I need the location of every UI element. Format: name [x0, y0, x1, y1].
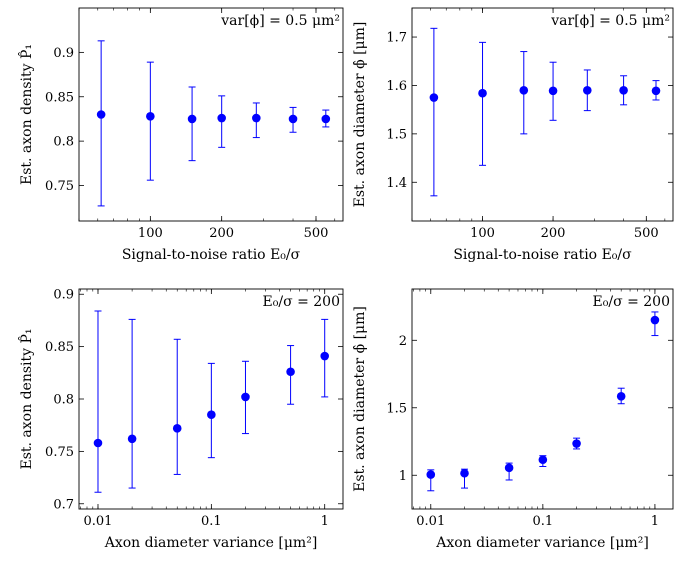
data-point-5	[252, 113, 261, 123]
data-point-2	[146, 111, 155, 121]
panel-annotation: var[ϕ] = 0.5 μm²	[220, 13, 340, 29]
data-point-7	[320, 351, 330, 361]
y-axis-label: Est. axon diameter ϕ̂ [μm]	[352, 306, 368, 492]
data-point-4	[207, 410, 216, 420]
error-bar-3	[188, 86, 196, 162]
error-bar-1	[94, 310, 102, 493]
y-tick-label: 0.7	[53, 497, 74, 512]
data-point-3	[172, 424, 182, 433]
plot-frame	[411, 7, 674, 222]
data-point-1	[429, 93, 439, 102]
x-tick-label: 200	[541, 226, 566, 241]
data-point-6	[286, 367, 295, 377]
x-tick-label: 500	[634, 226, 659, 241]
data-point-7	[651, 86, 661, 96]
data-point-3	[187, 114, 197, 124]
x-axis-label: Signal-to-noise ratio E₀/σ	[453, 247, 632, 263]
plot-frame	[78, 288, 344, 510]
y-axis-label: Est. axon density P̂₁	[17, 328, 35, 469]
plot-frame	[411, 288, 674, 510]
error-bar-2	[128, 318, 136, 489]
y-tick-label: 1.4	[386, 176, 407, 191]
x-tick-label: 0.1	[201, 514, 222, 529]
data-point-4	[538, 455, 548, 465]
x-tick-label: 1	[321, 514, 329, 529]
x-tick-label: 100	[138, 226, 163, 241]
x-tick-label: 200	[209, 226, 234, 241]
data-point-7	[321, 114, 331, 124]
y-tick-label: 1	[399, 469, 407, 484]
y-tick-label: 0.75	[45, 445, 74, 460]
x-tick-label: 500	[304, 226, 329, 241]
error-bar-1	[430, 27, 438, 197]
x-axis-label: Axon diameter variance [μm²]	[104, 535, 318, 551]
chart-panel-1: 100 200 500 0.75 0.8 0.85 0.9 var[ϕ] = 0.5 μm² S…	[17, 7, 344, 263]
data-point-2	[478, 88, 487, 98]
data-point-3	[519, 85, 529, 95]
plot-frame	[78, 7, 344, 222]
y-tick-label: 2	[399, 334, 407, 349]
y-tick-label: 0.8	[53, 135, 74, 150]
data-point-6	[288, 114, 298, 124]
y-axis-label: Est. axon density P̂₁	[17, 44, 35, 185]
x-tick-label: 0.01	[416, 514, 445, 529]
data-point-5	[572, 439, 581, 448]
x-axis-label: Signal-to-noise ratio E₀/σ	[122, 247, 301, 263]
y-axis-label: Est. axon diameter ϕ̂ [μm]	[352, 22, 368, 208]
data-point-4	[548, 86, 558, 96]
y-tick-label: 0.85	[45, 340, 74, 355]
data-point-1	[426, 470, 436, 479]
y-tick-label: 1.6	[386, 79, 407, 94]
x-tick-label: 100	[470, 226, 495, 241]
y-tick-label: 0.85	[45, 90, 74, 105]
x-tick-label: 1	[651, 514, 659, 529]
error-bar-1	[97, 40, 105, 207]
y-tick-label: 0.9	[53, 46, 74, 61]
data-point-5	[583, 85, 592, 95]
x-tick-label: 0.01	[84, 514, 113, 529]
y-tick-label: 1.5	[386, 127, 407, 142]
data-point-2	[460, 468, 469, 478]
y-tick-label: 0.8	[53, 393, 74, 408]
y-tick-label: 1.7	[386, 31, 407, 46]
data-point-3	[504, 463, 514, 473]
data-point-1	[96, 110, 106, 119]
chart-panel-4: 0.01 0.1 1 1 1.5 2 E₀/σ = 200 Axon diameter var…	[352, 288, 674, 551]
chart-panel-3: 0.01 0.1 1 0.7 0.75 0.8 0.85 0.9 E₀/σ = 200 Axon …	[17, 288, 344, 551]
panel-annotation: E₀/σ = 200	[593, 294, 670, 310]
data-point-7	[650, 315, 660, 325]
data-point-5	[241, 392, 250, 402]
data-point-4	[217, 113, 226, 123]
y-tick-label: 0.9	[53, 288, 74, 303]
error-bar-3	[173, 338, 181, 475]
x-axis-label: Axon diameter variance [μm²]	[435, 535, 649, 551]
data-point-6	[616, 392, 626, 401]
panel-annotation: E₀/σ = 200	[263, 294, 340, 310]
data-point-2	[127, 434, 137, 444]
panel-annotation: var[ϕ] = 0.5 μm²	[550, 13, 670, 29]
chart-panel-2: 100 200 500 1.4 1.5 1.6 1.7 var[ϕ] = 0.5 μm² Sig…	[352, 7, 674, 263]
error-bar-2	[146, 61, 154, 181]
x-tick-label: 0.1	[532, 514, 553, 529]
y-tick-label: 0.75	[45, 179, 74, 194]
data-point-6	[619, 85, 628, 95]
error-bar-2	[479, 41, 487, 166]
data-point-1	[93, 438, 103, 448]
y-tick-label: 1.5	[386, 401, 407, 416]
